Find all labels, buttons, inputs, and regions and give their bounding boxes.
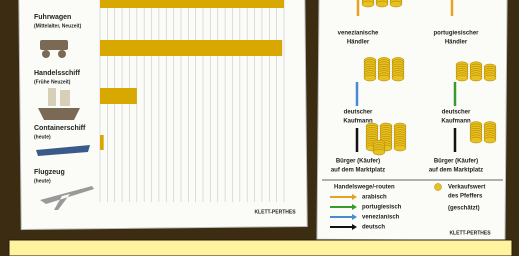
- legend-coin: [435, 184, 442, 191]
- screenshot: Fuhrwagen (Mittelalter, Neuzeit) Handelssc…: [0, 0, 519, 256]
- coin: [484, 137, 496, 143]
- merchant-label: Kaufmann: [441, 119, 471, 125]
- legend-note: (geschätzt): [448, 206, 480, 212]
- bar: [100, 40, 282, 56]
- item-name: Handelsschiff: [34, 70, 81, 77]
- coin: [456, 75, 468, 81]
- cart-icon: [40, 40, 68, 50]
- coin: [376, 1, 388, 7]
- item-period: (heute): [34, 178, 51, 184]
- coin: [364, 75, 376, 81]
- coin: [362, 1, 374, 7]
- ship-icon: [38, 108, 80, 120]
- coin: [373, 149, 385, 155]
- legend-note: Verkaufswert: [448, 185, 485, 191]
- item-period: (Frühe Neuzeit): [34, 79, 71, 85]
- item-period: (heute): [34, 134, 51, 140]
- merchant-label: deutscher: [442, 110, 471, 116]
- legend-label: deutsch: [362, 225, 385, 231]
- bottom-strip: [9, 240, 512, 256]
- page: Fuhrwagen (Mittelalter, Neuzeit) Handelssc…: [0, 0, 519, 256]
- legend-label: arabisch: [362, 195, 387, 201]
- trader-label: venezianische: [338, 31, 379, 37]
- trader-label: Händler: [347, 40, 370, 46]
- legend-label: portugiesisch: [362, 205, 402, 211]
- coin: [394, 145, 406, 151]
- wheel: [58, 50, 66, 58]
- coin: [378, 75, 390, 81]
- coin: [470, 137, 482, 143]
- buyer-label: Bürger (Käufer): [434, 159, 478, 165]
- item-name: Flugzeug: [34, 169, 65, 176]
- buyer-label: auf dem Marktplatz: [429, 168, 483, 174]
- bar: [100, 135, 104, 150]
- trader-label: portugiesischer: [433, 31, 479, 37]
- coin: [470, 75, 482, 81]
- item-name: Containerschiff: [34, 125, 86, 132]
- bar: [100, 88, 137, 104]
- coin: [390, 1, 402, 7]
- wheel: [42, 50, 50, 58]
- publisher: KLETT-PERTHES: [254, 209, 296, 215]
- merchant-label: deutscher: [344, 110, 373, 116]
- publisher: KLETT-PERTHES: [449, 230, 491, 236]
- merchant-label: Kaufmann: [343, 119, 373, 125]
- item-name: Fuhrwagen: [34, 14, 71, 21]
- coin: [392, 75, 404, 81]
- bar: [100, 0, 284, 8]
- item-period: (Mittelalter, Neuzeit): [34, 23, 82, 29]
- buyer-label: auf dem Marktplatz: [331, 168, 385, 174]
- legend-label: venezianisch: [362, 215, 400, 221]
- trader-label: Händler: [445, 40, 468, 46]
- legend-title: Handelswege/-routen: [334, 185, 395, 191]
- legend-note: des Pfeffers: [448, 194, 483, 200]
- buyer-label: Bürger (Käufer): [336, 159, 380, 165]
- coin: [484, 75, 496, 81]
